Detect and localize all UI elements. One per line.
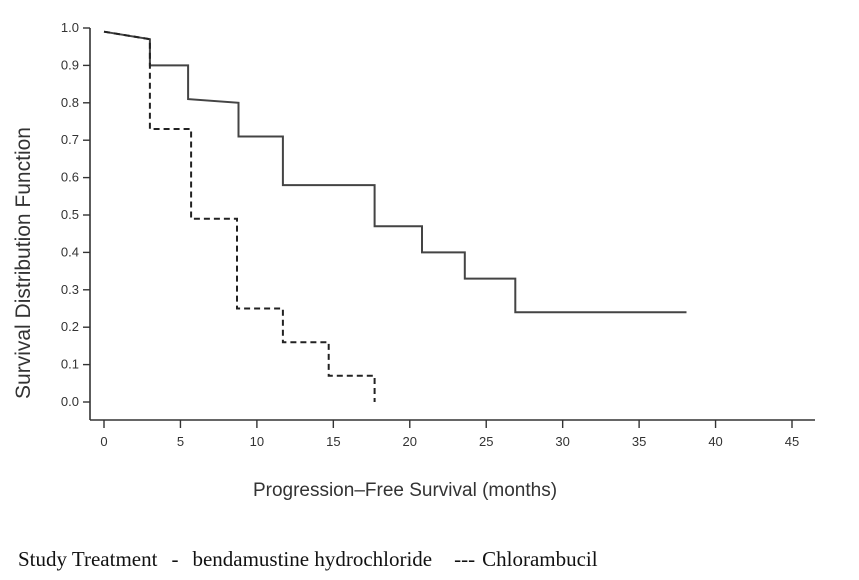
y-tick-label: 0.2: [61, 319, 79, 334]
x-tick-label: 15: [326, 434, 340, 449]
x-tick-label: 35: [632, 434, 646, 449]
x-tick-label: 40: [708, 434, 722, 449]
y-axis-title: Survival Distribution Function: [12, 127, 35, 399]
legend-title: Study Treatment: [18, 547, 158, 571]
y-tick-label: 0.1: [61, 357, 79, 372]
y-tick-label: 0.9: [61, 57, 79, 72]
y-tick-label: 0.3: [61, 282, 79, 297]
series-layer: [103, 30, 687, 402]
legend-label-bendamustine: bendamustine hydrochloride: [192, 547, 432, 571]
series-line-chlorambucil: [103, 30, 376, 402]
x-tick-label: 25: [479, 434, 493, 449]
x-tick-label: 0: [100, 434, 107, 449]
y-tick-label: 0.4: [61, 244, 79, 259]
series-line-bendamustine-hydrochloride: [103, 30, 687, 314]
y-tick-label: 0.0: [61, 394, 79, 409]
legend-marker-dashed: ---: [454, 547, 475, 571]
y-tick-label: 0.7: [61, 132, 79, 147]
x-axis-title: Progression–Free Survival (months): [253, 480, 557, 501]
y-tick-label: 0.5: [61, 207, 79, 222]
y-tick-label: 0.6: [61, 170, 79, 185]
chart-axes: [89, 28, 815, 421]
legend-caption: Study Treatment - bendamustine hydrochlori…: [18, 547, 598, 571]
y-tick-label: 0.8: [61, 95, 79, 110]
x-tick-label: 10: [250, 434, 264, 449]
legend-label-chlorambucil: Chlorambucil: [482, 547, 598, 571]
x-tick-label: 20: [403, 434, 417, 449]
x-tick-label: 30: [555, 434, 569, 449]
legend-marker-solid: -: [171, 547, 178, 571]
y-tick-group: 1.0 0.9 0.8 0.7 0.6 0.5 0.4 0.3 0.2 0.1 0.0: [61, 20, 90, 409]
x-tick-group: 0 5 10 15 20 25 30 35 40 45: [100, 420, 799, 449]
x-tick-label: 5: [177, 434, 184, 449]
x-tick-label: 45: [785, 434, 799, 449]
y-tick-label: 1.0: [61, 20, 79, 35]
